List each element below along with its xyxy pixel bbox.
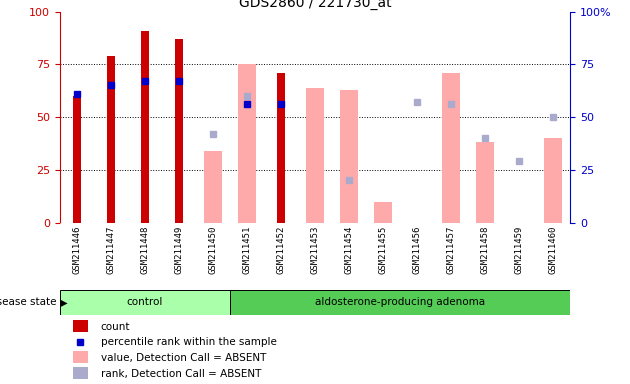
Bar [175, 39, 183, 223]
Text: GSM211459: GSM211459 [515, 226, 524, 275]
Bar [230, 290, 570, 315]
Text: percentile rank within the sample: percentile rank within the sample [101, 337, 277, 347]
Title: GDS2860 / 221730_at: GDS2860 / 221730_at [239, 0, 391, 10]
Bar [60, 290, 230, 315]
Text: ▶: ▶ [57, 297, 68, 308]
Text: value, Detection Call = ABSENT: value, Detection Call = ABSENT [101, 353, 266, 363]
Text: GSM211448: GSM211448 [140, 226, 149, 275]
Bar [277, 73, 285, 223]
Bar [141, 30, 149, 223]
Bar [203, 151, 222, 223]
Bar [340, 90, 358, 223]
Text: GSM211454: GSM211454 [345, 226, 353, 275]
Text: GSM211456: GSM211456 [413, 226, 421, 275]
Text: GSM211452: GSM211452 [277, 226, 285, 275]
Text: GSM211451: GSM211451 [243, 226, 251, 275]
Text: GSM211450: GSM211450 [209, 226, 217, 275]
Text: GSM211458: GSM211458 [481, 226, 490, 275]
Text: GSM211449: GSM211449 [175, 226, 183, 275]
Text: GSM211460: GSM211460 [549, 226, 558, 275]
Text: rank, Detection Call = ABSENT: rank, Detection Call = ABSENT [101, 369, 261, 379]
Text: disease state: disease state [0, 297, 57, 308]
Bar [72, 351, 88, 363]
Bar [306, 88, 324, 223]
Bar [72, 320, 88, 332]
Bar [73, 96, 81, 223]
Bar [544, 138, 563, 223]
Text: GSM211447: GSM211447 [106, 226, 115, 275]
Text: GSM211453: GSM211453 [311, 226, 319, 275]
Text: GSM211446: GSM211446 [72, 226, 81, 275]
Text: control: control [127, 297, 163, 308]
Text: aldosterone-producing adenoma: aldosterone-producing adenoma [315, 297, 485, 308]
Bar [107, 56, 115, 223]
Text: count: count [101, 322, 130, 332]
Bar [72, 367, 88, 379]
Text: GSM211457: GSM211457 [447, 226, 455, 275]
Bar [238, 64, 256, 223]
Bar [442, 73, 461, 223]
Text: GSM211455: GSM211455 [379, 226, 387, 275]
Bar [374, 202, 392, 223]
Bar [476, 142, 495, 223]
